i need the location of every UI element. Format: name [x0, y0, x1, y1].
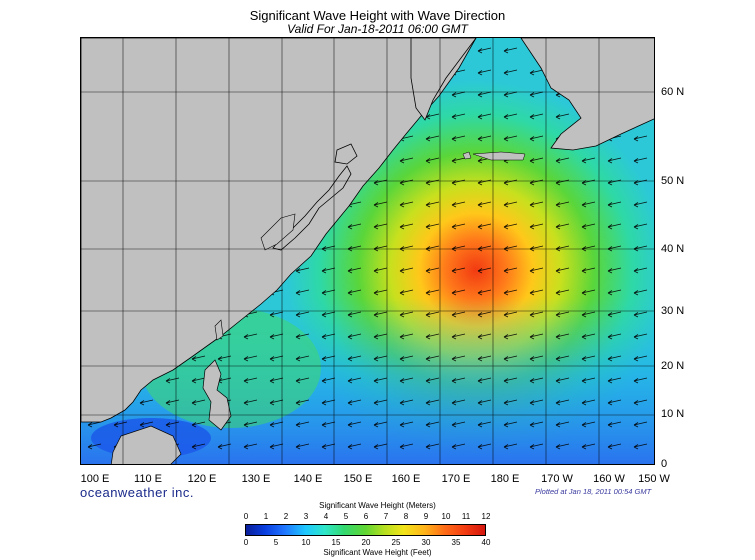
colorbar-tick-feet: 25 [391, 538, 401, 547]
colorbar-tick-feet: 40 [481, 538, 491, 547]
lon-label: 170 W [541, 473, 573, 485]
colorbar-tick-feet: 30 [421, 538, 431, 547]
colorbar-tick-feet: 35 [451, 538, 461, 547]
lon-label: 120 E [187, 473, 217, 485]
lat-label: 50 N [661, 175, 685, 187]
colorbar-tick-meters: 0 [243, 512, 249, 521]
colorbar-tick-meters: 12 [481, 512, 491, 521]
lon-label: 100 E [80, 473, 110, 485]
colorbar-tick-meters: 6 [363, 512, 369, 521]
colorbar-title-meters: Significant Wave Height (Meters) [319, 501, 436, 510]
colorbar-tick-feet: 20 [361, 538, 371, 547]
lon-label: 180 E [490, 473, 520, 485]
colorbar-tick-meters: 11 [461, 512, 471, 521]
colorbar-tick-meters: 10 [441, 512, 451, 521]
colorbar-tick-feet: 0 [243, 538, 249, 547]
brand-logo-text: oceanweather inc. [80, 485, 195, 500]
colorbar-tick-meters: 1 [263, 512, 269, 521]
lon-label: 130 E [241, 473, 271, 485]
colorbar-tick-meters: 4 [323, 512, 329, 521]
lat-label: 40 N [661, 243, 685, 255]
wave-height-map [80, 37, 655, 465]
lat-label: 10 N [661, 408, 685, 420]
colorbar-title-feet: Significant Wave Height (Feet) [323, 548, 432, 557]
colorbar-tick-meters: 5 [343, 512, 349, 521]
lon-label: 160 E [391, 473, 421, 485]
colorbar-tick-meters: 9 [423, 512, 429, 521]
lat-label: 60 N [661, 86, 685, 98]
lat-label: 20 N [661, 360, 685, 372]
lon-label: 140 E [293, 473, 323, 485]
map-subtitle: Valid For Jan-18-2011 06:00 GMT [287, 22, 468, 36]
colorbar-tick-meters: 8 [403, 512, 409, 521]
lat-label: 30 N [661, 305, 685, 317]
map-title: Significant Wave Height with Wave Direct… [249, 8, 506, 23]
lon-label: 160 W [593, 473, 625, 485]
lon-label: 110 E [134, 473, 162, 485]
colorbar-tick-meters: 2 [283, 512, 289, 521]
lat-label: 0 [661, 458, 668, 470]
colorbar-legend [245, 524, 486, 536]
colorbar-tick-feet: 10 [301, 538, 311, 547]
plotted-timestamp: Plotted at Jan 18, 2011 00:54 GMT [535, 487, 652, 496]
colorbar-tick-feet: 15 [331, 538, 341, 547]
colorbar-tick-feet: 5 [273, 538, 279, 547]
lon-label: 170 E [441, 473, 471, 485]
lon-label: 150 W [638, 473, 670, 485]
colorbar-tick-meters: 3 [303, 512, 309, 521]
lon-label: 150 E [343, 473, 373, 485]
colorbar-tick-meters: 7 [383, 512, 389, 521]
